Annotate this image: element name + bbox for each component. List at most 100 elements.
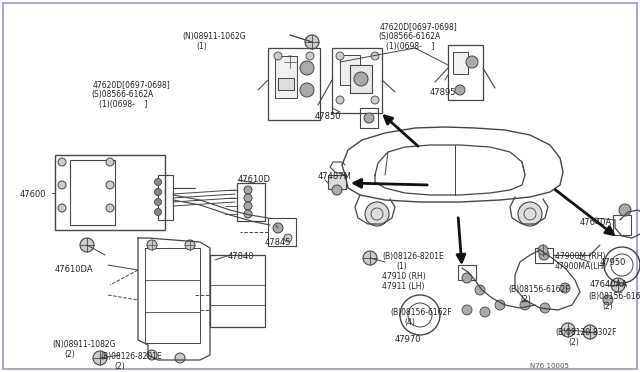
Text: (B)08120-8302F: (B)08120-8302F xyxy=(555,328,616,337)
Bar xyxy=(453,52,468,74)
Circle shape xyxy=(106,181,114,189)
Circle shape xyxy=(336,52,344,60)
Circle shape xyxy=(106,204,114,212)
Text: 47950: 47950 xyxy=(600,258,627,267)
Circle shape xyxy=(58,181,66,189)
Circle shape xyxy=(336,96,344,104)
Text: 47900MA(LH): 47900MA(LH) xyxy=(555,262,607,271)
Bar xyxy=(275,56,297,98)
Circle shape xyxy=(147,350,157,360)
Circle shape xyxy=(306,52,314,60)
Circle shape xyxy=(185,240,195,250)
Circle shape xyxy=(244,194,252,202)
Text: (2): (2) xyxy=(520,295,531,304)
Text: 47640AA: 47640AA xyxy=(590,280,628,289)
Circle shape xyxy=(244,210,252,218)
Circle shape xyxy=(154,189,161,196)
Text: (2): (2) xyxy=(114,362,125,371)
Text: (1): (1) xyxy=(396,262,407,271)
Text: (B)08156-6162F: (B)08156-6162F xyxy=(390,308,452,317)
Text: 47910 (RH): 47910 (RH) xyxy=(382,272,426,281)
Text: (N)08911-1082G: (N)08911-1082G xyxy=(52,340,115,349)
Circle shape xyxy=(371,96,379,104)
Circle shape xyxy=(58,158,66,166)
Text: (S)08566-6162A: (S)08566-6162A xyxy=(91,90,153,99)
Text: 47970: 47970 xyxy=(395,335,422,344)
Text: (B)08126-8201E: (B)08126-8201E xyxy=(382,252,444,261)
Circle shape xyxy=(154,199,161,205)
Bar xyxy=(268,48,320,120)
Circle shape xyxy=(466,56,478,68)
Text: (S)08566-6162A: (S)08566-6162A xyxy=(378,32,440,41)
Text: (2): (2) xyxy=(64,350,75,359)
Circle shape xyxy=(274,52,282,60)
Circle shape xyxy=(244,202,252,210)
Circle shape xyxy=(462,273,472,283)
Circle shape xyxy=(539,250,549,260)
Bar xyxy=(332,48,382,113)
Text: (2): (2) xyxy=(568,338,579,347)
Text: N76 10005: N76 10005 xyxy=(530,363,569,369)
Circle shape xyxy=(371,52,379,60)
Bar xyxy=(448,45,483,100)
Circle shape xyxy=(611,278,625,292)
Bar xyxy=(328,175,346,189)
Text: 47487M: 47487M xyxy=(318,172,352,181)
Circle shape xyxy=(538,245,548,255)
Circle shape xyxy=(520,300,530,310)
Bar xyxy=(340,55,360,85)
Circle shape xyxy=(365,202,389,226)
Circle shape xyxy=(363,251,377,265)
Circle shape xyxy=(462,305,472,315)
Circle shape xyxy=(560,283,570,293)
Bar xyxy=(360,108,378,128)
Circle shape xyxy=(58,204,66,212)
Circle shape xyxy=(154,179,161,186)
Circle shape xyxy=(244,186,252,194)
Circle shape xyxy=(300,83,314,97)
Circle shape xyxy=(273,223,283,233)
Bar xyxy=(535,248,553,263)
Text: 47900M (RH): 47900M (RH) xyxy=(555,252,605,261)
Bar xyxy=(210,255,265,327)
Text: 47620D[0697-0698]: 47620D[0697-0698] xyxy=(380,22,458,31)
Text: 47840: 47840 xyxy=(228,252,255,261)
Bar xyxy=(613,215,631,235)
Bar xyxy=(458,265,476,280)
Circle shape xyxy=(147,240,157,250)
Circle shape xyxy=(284,234,292,242)
Circle shape xyxy=(619,204,631,216)
Circle shape xyxy=(518,202,542,226)
Text: 47640A: 47640A xyxy=(580,218,612,227)
Circle shape xyxy=(354,72,368,86)
Bar xyxy=(350,65,372,93)
Circle shape xyxy=(154,208,161,215)
Circle shape xyxy=(93,351,107,365)
Text: 47845: 47845 xyxy=(265,238,291,247)
Circle shape xyxy=(480,307,490,317)
Circle shape xyxy=(583,325,597,339)
Circle shape xyxy=(106,158,114,166)
Bar xyxy=(278,78,294,90)
Text: 47620D[0697-0698]: 47620D[0697-0698] xyxy=(93,80,171,89)
Circle shape xyxy=(332,185,342,195)
Text: (1)(0698-    ]: (1)(0698- ] xyxy=(386,42,435,51)
Bar xyxy=(55,155,165,230)
Text: (1)(0698-    ]: (1)(0698- ] xyxy=(99,100,147,109)
Text: 47610DA: 47610DA xyxy=(55,265,93,274)
Circle shape xyxy=(80,238,94,252)
Text: (B)08156-6162F: (B)08156-6162F xyxy=(508,285,570,294)
Text: (B)08126-8201E: (B)08126-8201E xyxy=(100,352,162,361)
Text: 47850: 47850 xyxy=(315,112,342,121)
Text: (1): (1) xyxy=(196,42,207,51)
Text: (N)08911-1062G: (N)08911-1062G xyxy=(182,32,246,41)
Circle shape xyxy=(284,56,296,68)
Bar xyxy=(145,248,200,343)
Bar xyxy=(70,160,115,225)
Text: (B)08156-6162F: (B)08156-6162F xyxy=(588,292,640,301)
Circle shape xyxy=(561,323,575,337)
Circle shape xyxy=(364,113,374,123)
Circle shape xyxy=(300,61,314,75)
Circle shape xyxy=(175,353,185,363)
Text: 47911 (LH): 47911 (LH) xyxy=(382,282,424,291)
